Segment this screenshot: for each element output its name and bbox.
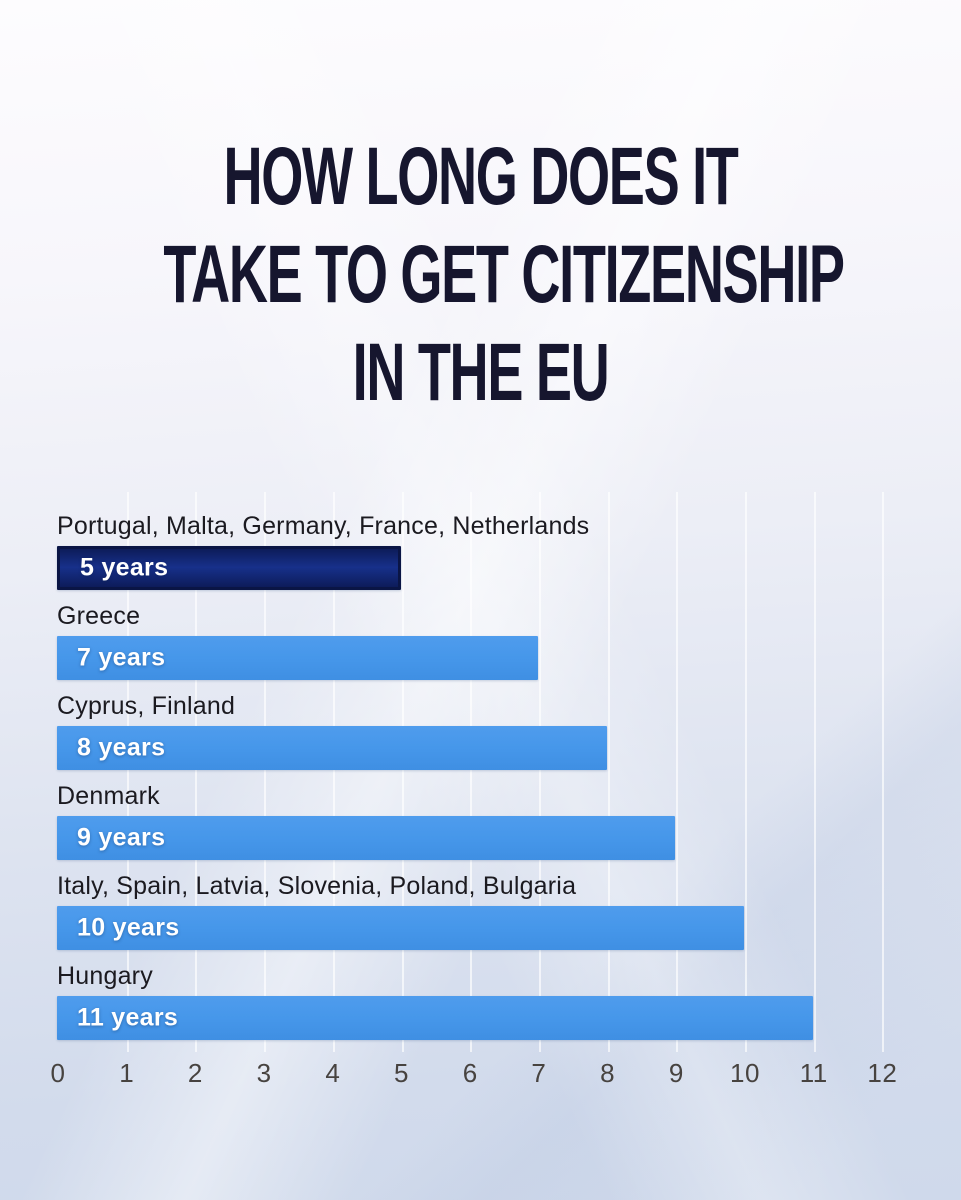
x-axis-tick: 3: [256, 1058, 272, 1088]
x-axis-tick: 10: [730, 1058, 760, 1088]
x-axis-tick: 11: [799, 1058, 828, 1088]
x-axis-tick: 8: [600, 1058, 616, 1088]
bar-value-label: 9 years: [77, 823, 166, 852]
category-label: Denmark: [57, 782, 160, 810]
x-axis-tick: 9: [668, 1058, 684, 1088]
category-label: Portugal, Malta, Germany, France, Nether…: [57, 512, 590, 540]
chart-row: Greece 7 years: [57, 602, 903, 680]
x-axis-tick: 6: [462, 1058, 478, 1088]
category-label: Cyprus, Finland: [57, 692, 236, 720]
x-axis-tick: 2: [187, 1058, 203, 1088]
value-bar: 9 years: [57, 816, 676, 860]
x-axis-tick: 5: [394, 1058, 409, 1088]
x-axis-tick: 0: [50, 1058, 66, 1088]
bar-value-label: 7 years: [77, 643, 166, 672]
category-label: Hungary: [57, 962, 153, 990]
bar-value-label: 11 years: [77, 1003, 179, 1032]
x-axis-tick: 1: [119, 1058, 135, 1088]
chart-row: Portugal, Malta, Germany, France, Nether…: [57, 512, 903, 590]
chart-title-line-1: HOW LONG DOES IT: [223, 131, 738, 222]
value-bar: 8 years: [57, 726, 607, 770]
bar-value-label: 8 years: [77, 733, 166, 762]
value-bar: 7 years: [57, 636, 538, 680]
x-axis: 0 1 2 3 4 5 6 7 8 9 10 11 12: [51, 1058, 918, 1092]
x-axis-tick: 4: [325, 1058, 341, 1088]
category-label: Greece: [57, 602, 141, 630]
chart-row: Denmark 9 years: [57, 782, 903, 860]
x-axis-tick: 12: [867, 1058, 898, 1088]
bar-value-label: 5 years: [80, 553, 169, 582]
chart-title: HOW LONG DOES IT TAKE TO GET CITIZENSHIP…: [163, 128, 845, 422]
bar-value-label: 10 years: [77, 913, 180, 942]
value-bar: 11 years: [57, 996, 813, 1040]
value-bar: 10 years: [57, 906, 744, 950]
chart-row: Hungary 11 years: [57, 962, 903, 1040]
chart-title-line-3: IN THE EU: [352, 327, 610, 418]
value-bar: 5 years: [57, 546, 401, 590]
category-label: Italy, Spain, Latvia, Slovenia, Poland, …: [57, 872, 577, 900]
chart-title-line-2: TAKE TO GET CITIZENSHIP: [163, 229, 845, 320]
chart-row: Cyprus, Finland 8 years: [57, 692, 903, 770]
chart-row: Italy, Spain, Latvia, Slovenia, Poland, …: [57, 872, 903, 950]
x-axis-tick: 7: [531, 1058, 547, 1088]
